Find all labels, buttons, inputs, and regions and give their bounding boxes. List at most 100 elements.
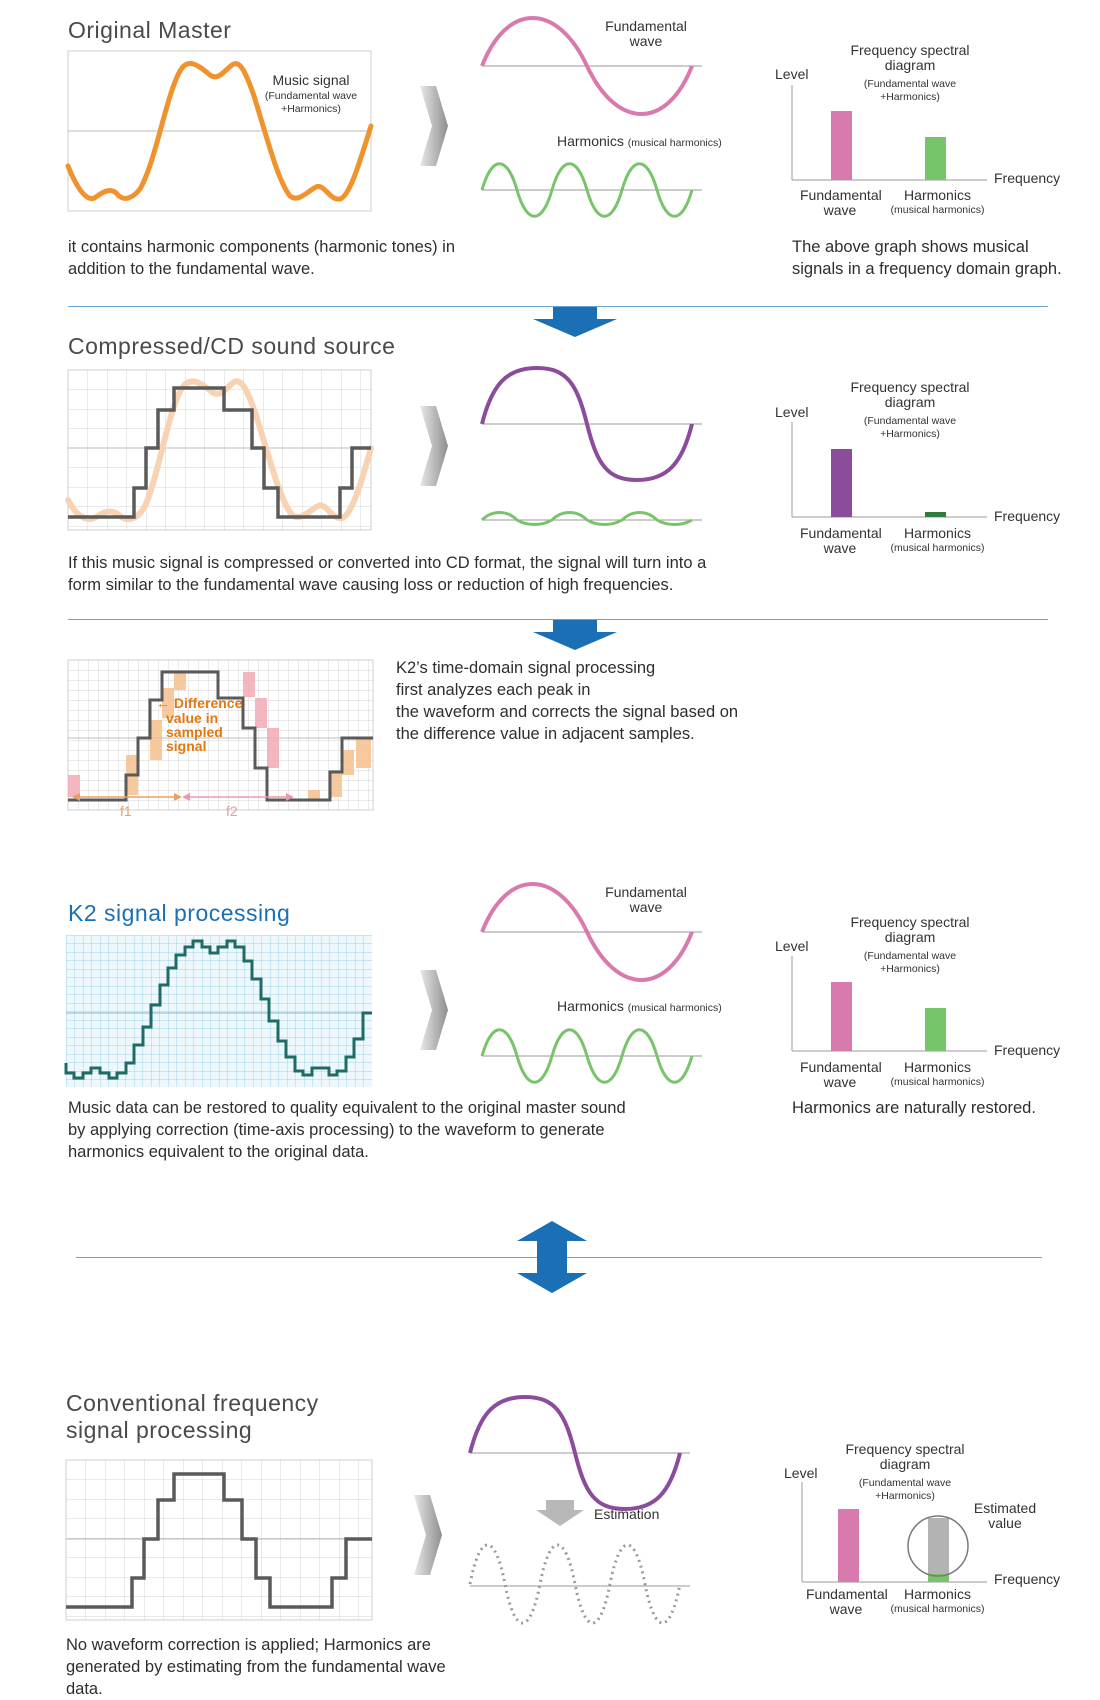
section3-desc-4: the difference value in adjacent samples… <box>396 725 695 743</box>
level-label-4: Level <box>784 1465 818 1481</box>
level-label-2: Level <box>775 404 809 420</box>
harmonics-label: Harmonics (musical harmonics) <box>557 133 722 149</box>
blue-down-arrow-icon <box>533 620 617 650</box>
difference-label-1: ← Difference <box>156 695 243 711</box>
music-signal-sub2: +Harmonics) <box>281 103 341 115</box>
estimated-value-label-2: value <box>988 1515 1022 1531</box>
blue-double-arrow-icon <box>517 1221 587 1293</box>
gray-chevron-arrow-icon <box>420 970 448 1050</box>
difference-label-2: value in <box>166 710 219 726</box>
fund-label-1b: wave <box>823 202 857 218</box>
frequency-label-3: Frequency <box>994 1042 1061 1058</box>
harm-label-2b: (musical harmonics) <box>890 542 985 554</box>
level-label-3: Level <box>775 938 809 954</box>
section1-description: it contains harmonic components (harmoni… <box>68 238 456 278</box>
fundamental-wave-chart-compressed <box>480 365 702 483</box>
divider-1 <box>68 306 1048 307</box>
original-master-waveform <box>65 50 374 212</box>
spectral-sub-3a: (Fundamental wave <box>863 950 957 962</box>
section1-right-description: The above graph shows musical signals in… <box>792 238 1062 278</box>
difference-label-3: sampled <box>166 724 223 740</box>
spectrum-bar-chart-2 <box>791 422 987 518</box>
harmonics-wave-chart-k2 <box>480 1028 702 1084</box>
bar-harmonics-estimated <box>928 1518 949 1574</box>
harm-label-3a: Harmonics <box>904 1059 971 1075</box>
section3-desc-3: the waveform and corrects the signal bas… <box>396 703 739 721</box>
section4-description: Music data can be restored to quality eq… <box>68 1099 626 1161</box>
bar-fundamental <box>831 449 852 517</box>
section4-right-description: Harmonics are naturally restored. <box>792 1099 1036 1117</box>
spectral-title-1b: diagram <box>884 57 936 73</box>
fund-label-4a: Fundamental <box>806 1586 888 1602</box>
frequency-label-1: Frequency <box>994 170 1061 186</box>
bar-harmonics-actual <box>928 1574 949 1582</box>
fund-label-1a: Fundamental <box>800 187 882 203</box>
spectral-title-2b: diagram <box>884 394 936 410</box>
estimation-arrow-icon <box>536 1500 584 1526</box>
fund-label-3a: Fundamental <box>800 1059 882 1075</box>
spectrum-bar-chart-1 <box>791 85 987 181</box>
section3-desc-2: first analyzes each peak in <box>396 681 591 699</box>
frequency-label-4: Frequency <box>994 1571 1061 1587</box>
spectral-sub-2b: +Harmonics) <box>880 428 940 440</box>
harm-label-4b: (musical harmonics) <box>890 1603 985 1615</box>
gray-chevron-arrow-icon <box>420 86 448 166</box>
difference-label-4: signal <box>166 738 207 754</box>
spectral-sub-4a: (Fundamental wave <box>858 1477 952 1489</box>
fundamental-label-k2-1: Fundamental <box>605 884 687 900</box>
fundamental-label-k2-2: wave <box>629 899 663 915</box>
gray-chevron-arrow-icon <box>414 1495 442 1575</box>
spectral-title-3a: Frequency spectral <box>850 914 970 930</box>
f2-label: f2 <box>226 803 238 819</box>
section-title-conventional-1: Conventional frequency <box>66 1390 319 1416</box>
reduced-harmonics-chart <box>480 511 702 526</box>
fund-label-3b: wave <box>823 1074 857 1090</box>
estimated-value-label-1: Estimated <box>973 1500 1037 1516</box>
divider-2 <box>68 619 1048 620</box>
period-arrows <box>72 793 294 801</box>
spectral-sub-4b: +Harmonics) <box>875 1490 935 1502</box>
spectral-sub-3b: +Harmonics) <box>880 963 940 975</box>
section2-description: If this music signal is compressed or co… <box>68 554 707 594</box>
bar-harmonics <box>925 137 946 180</box>
fund-label-4b: wave <box>829 1601 863 1617</box>
section3-desc-1: K2’s time-domain signal processing <box>396 659 656 677</box>
spectral-title-3b: diagram <box>884 929 936 945</box>
music-signal-sub1: (Fundamental wave <box>264 90 358 102</box>
conventional-waveform-grid <box>65 1459 373 1621</box>
k2-restored-waveform <box>64 935 372 1087</box>
harm-label-2a: Harmonics <box>904 525 971 541</box>
fundamental-wave-chart-k2 <box>480 882 702 982</box>
frequency-label-2: Frequency <box>994 508 1061 524</box>
compressed-waveform-grid <box>65 369 374 531</box>
blue-down-arrow-icon <box>533 307 617 337</box>
bar-harmonics <box>925 512 946 517</box>
fundamental-wave-chart-conventional <box>468 1394 690 1512</box>
music-signal-label: Music signal <box>272 72 350 88</box>
k2-correction-diagram <box>67 659 374 811</box>
harmonics-label-k2: Harmonics (musical harmonics) <box>557 998 722 1014</box>
spectral-title-1a: Frequency spectral <box>850 42 970 58</box>
estimated-harmonics-chart <box>468 1543 690 1625</box>
fund-label-2a: Fundamental <box>800 525 882 541</box>
spectral-sub-1a: (Fundamental wave <box>863 78 957 90</box>
fundamental-wave-chart <box>480 16 702 116</box>
section-title-compressed: Compressed/CD sound source <box>68 333 396 359</box>
section-title-k2: K2 signal processing <box>68 900 291 926</box>
bar-fundamental <box>838 1509 859 1582</box>
bar-harmonics <box>925 1008 946 1051</box>
spectral-title-4a: Frequency spectral <box>845 1441 965 1457</box>
gray-chevron-arrow-icon <box>420 406 448 486</box>
section-title-original-master: Original Master <box>68 17 232 43</box>
fundamental-label-line1: Fundamental <box>605 18 687 34</box>
harm-label-1b: (musical harmonics) <box>890 204 985 216</box>
fund-label-2b: wave <box>823 540 857 556</box>
section-title-conventional-2: signal processing <box>66 1417 253 1443</box>
bar-fundamental <box>831 111 852 180</box>
harm-label-3b: (musical harmonics) <box>890 1076 985 1088</box>
harmonics-wave-chart <box>480 162 702 218</box>
spectral-sub-1b: +Harmonics) <box>880 91 940 103</box>
section5-description: No waveform correction is applied; Harmo… <box>66 1636 446 1698</box>
fundamental-label-line2: wave <box>629 33 663 49</box>
f1-label: f1 <box>120 803 132 819</box>
